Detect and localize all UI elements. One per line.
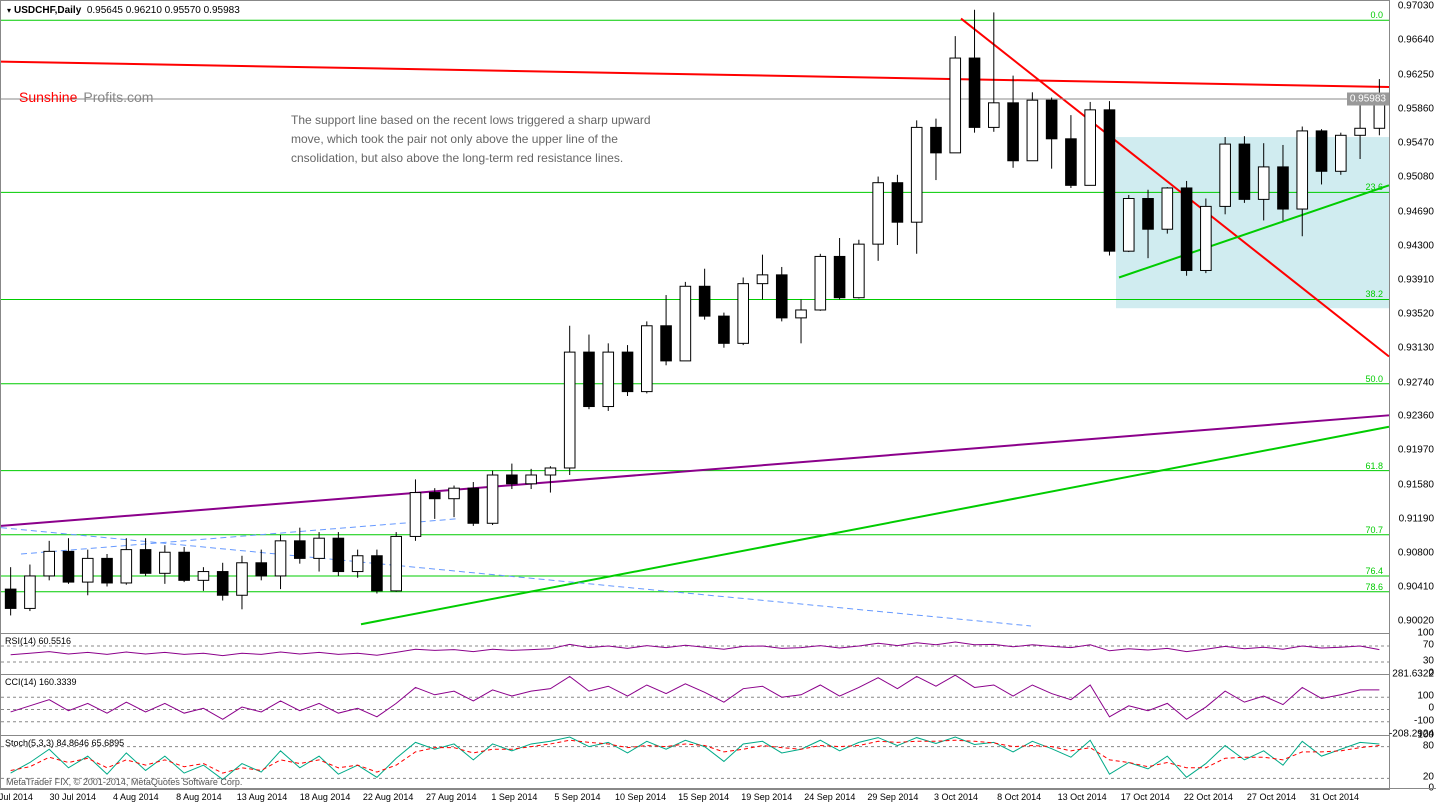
x-tick: 31 Oct 2014 xyxy=(1310,792,1359,802)
x-axis: 25 Jul 2014 30 Jul 2014 4 Aug 2014 8 Aug 20… xyxy=(0,788,1436,803)
y-tick: 0.95080 xyxy=(1398,172,1434,183)
y-tick: 0.96250 xyxy=(1398,69,1434,80)
x-tick: 13 Oct 2014 xyxy=(1058,792,1107,802)
fib-label: 78.6 xyxy=(1365,582,1383,592)
x-tick: 30 Jul 2014 xyxy=(49,792,96,802)
y-tick: 0.92740 xyxy=(1398,377,1434,388)
fib-label: 38.2 xyxy=(1365,289,1383,299)
y-tick: 0.93130 xyxy=(1398,343,1434,354)
x-tick: 8 Aug 2014 xyxy=(176,792,222,802)
y-tick: 0.96640 xyxy=(1398,35,1434,46)
y-tick: 0.91190 xyxy=(1399,513,1434,524)
y-tick: 0.95860 xyxy=(1398,103,1434,114)
x-tick: 25 Jul 2014 xyxy=(0,792,33,802)
fib-label: 50.0 xyxy=(1365,374,1383,384)
y-tick: 0.94690 xyxy=(1398,206,1434,217)
chart-annotation-text: The support line based on the recent low… xyxy=(291,111,661,169)
rsi-panel[interactable]: RSI(14) 60.5516 xyxy=(0,633,1390,675)
y-tick: 0.95470 xyxy=(1398,138,1434,149)
x-tick: 5 Sep 2014 xyxy=(554,792,600,802)
y-axis: 0.97030 0.96640 0.96250 0.95860 0.95470 0.950… xyxy=(1388,0,1436,803)
chart-title: ▾USDCHF,Daily 0.95645 0.96210 0.95570 0.… xyxy=(7,5,240,16)
y-tick: 0.90410 xyxy=(1398,582,1434,593)
fib-label: 23.6 xyxy=(1365,182,1383,192)
x-tick: 13 Aug 2014 xyxy=(237,792,288,802)
x-tick: 18 Aug 2014 xyxy=(300,792,351,802)
current-price-badge: 0.95983 xyxy=(1347,93,1389,106)
x-tick: 8 Oct 2014 xyxy=(997,792,1041,802)
ohlc-values: 0.95645 0.96210 0.95570 0.95983 xyxy=(87,5,240,16)
x-tick: 27 Aug 2014 xyxy=(426,792,477,802)
main-chart-panel[interactable]: ▾USDCHF,Daily 0.95645 0.96210 0.95570 0.… xyxy=(0,0,1390,634)
fib-label: 70.7 xyxy=(1365,525,1383,535)
main-chart-svg xyxy=(1,1,1389,633)
fib-label: 0.0 xyxy=(1370,10,1383,20)
cci-label: CCI(14) 160.3339 xyxy=(5,677,77,687)
y-tick: 0.91970 xyxy=(1398,445,1434,456)
rsi-label: RSI(14) 60.5516 xyxy=(5,636,71,646)
x-tick: 10 Sep 2014 xyxy=(615,792,666,802)
x-tick: 24 Sep 2014 xyxy=(804,792,855,802)
copyright-text: MetaTrader FIX, © 2001-2014, MetaQuotes … xyxy=(6,777,242,787)
fib-label: 61.8 xyxy=(1365,461,1383,471)
y-tick: 0.90020 xyxy=(1398,616,1434,627)
fib-label: 76.4 xyxy=(1365,566,1383,576)
x-tick: 3 Oct 2014 xyxy=(934,792,978,802)
y-tick: 0.91580 xyxy=(1398,479,1434,490)
x-tick: 4 Aug 2014 xyxy=(113,792,159,802)
x-tick: 22 Oct 2014 xyxy=(1184,792,1233,802)
y-tick: 0.97030 xyxy=(1398,1,1434,12)
x-tick: 19 Sep 2014 xyxy=(741,792,792,802)
x-tick: 15 Sep 2014 xyxy=(678,792,729,802)
watermark: SunshineProfits.com xyxy=(19,89,153,105)
x-tick: 22 Aug 2014 xyxy=(363,792,414,802)
symbol-label: USDCHF,Daily xyxy=(14,5,81,16)
x-tick: 29 Sep 2014 xyxy=(867,792,918,802)
y-tick: 0.90800 xyxy=(1398,548,1434,559)
cci-chart-svg xyxy=(1,675,1389,735)
y-tick: 0.93910 xyxy=(1398,275,1434,286)
x-tick: 17 Oct 2014 xyxy=(1121,792,1170,802)
y-tick: 0.92360 xyxy=(1398,411,1434,422)
stoch-label: Stoch(5,3,3) 84.8646 65.6895 xyxy=(5,738,124,748)
x-tick: 1 Sep 2014 xyxy=(491,792,537,802)
y-tick: 0.93520 xyxy=(1398,309,1434,320)
cci-panel[interactable]: CCI(14) 160.3339 xyxy=(0,674,1390,736)
x-tick: 27 Oct 2014 xyxy=(1247,792,1296,802)
y-tick: 0.94300 xyxy=(1398,240,1434,251)
rsi-chart-svg xyxy=(1,634,1389,674)
